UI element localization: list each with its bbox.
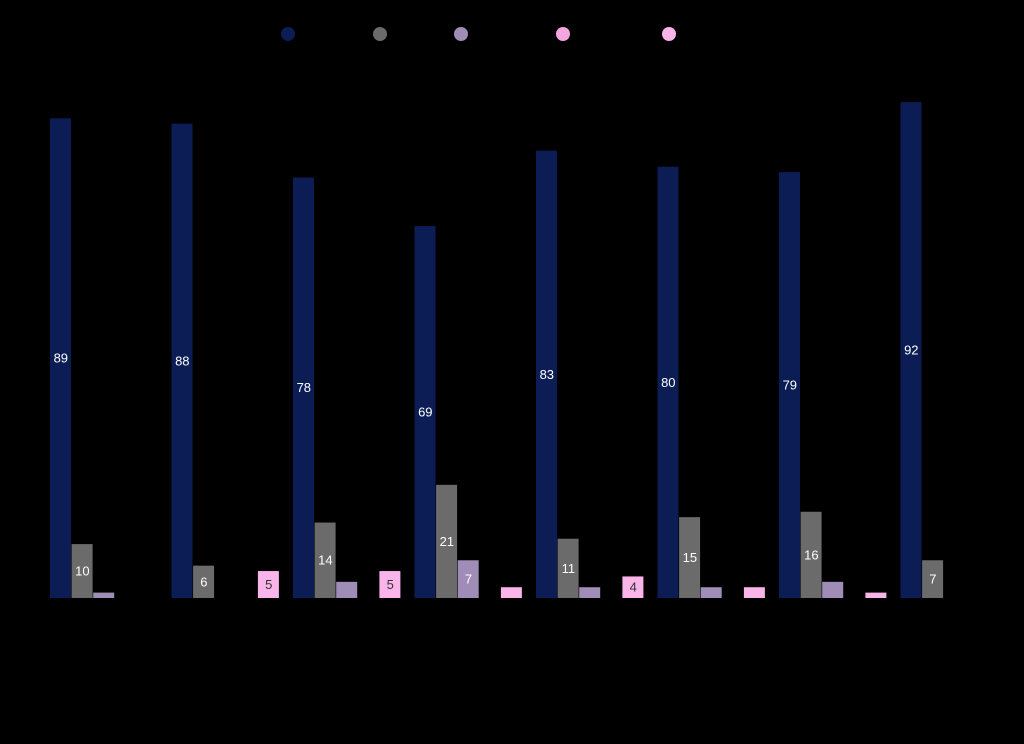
bar xyxy=(536,150,557,598)
bar xyxy=(500,587,522,598)
data-label: 16 xyxy=(804,547,818,562)
bar xyxy=(436,484,458,598)
data-label: 7 xyxy=(465,572,472,587)
bar xyxy=(257,571,279,598)
bar xyxy=(71,544,93,598)
bar xyxy=(414,226,436,598)
legend-marker xyxy=(373,27,387,41)
bar xyxy=(314,522,336,598)
bar xyxy=(622,576,644,598)
data-label: 5 xyxy=(387,577,394,592)
legend-marker xyxy=(556,27,570,41)
bar xyxy=(865,592,887,598)
data-label: 15 xyxy=(683,550,697,565)
bar xyxy=(700,587,722,598)
bar xyxy=(93,592,115,598)
bar xyxy=(822,581,844,598)
data-label: 5 xyxy=(265,577,272,592)
data-label: 69 xyxy=(418,404,432,419)
data-label: 4 xyxy=(630,580,637,595)
data-label: 11 xyxy=(562,561,576,576)
bar xyxy=(379,571,401,598)
data-label: 21 xyxy=(440,534,454,549)
bar xyxy=(922,560,944,598)
bar xyxy=(193,565,215,598)
bar xyxy=(900,102,922,599)
data-label: 89 xyxy=(54,351,68,366)
data-label: 80 xyxy=(661,375,675,390)
bar xyxy=(50,118,71,598)
legend-marker xyxy=(281,27,295,41)
bar xyxy=(336,581,358,598)
data-label: 88 xyxy=(175,353,189,368)
legend-marker xyxy=(662,27,676,41)
data-label: 10 xyxy=(75,563,89,578)
bar xyxy=(457,560,479,598)
data-label: 6 xyxy=(200,574,207,589)
data-label: 14 xyxy=(318,553,332,568)
bar xyxy=(293,177,314,598)
bar xyxy=(579,587,601,598)
data-label: 78 xyxy=(297,380,311,395)
data-label: 79 xyxy=(783,378,797,393)
bar xyxy=(800,511,822,598)
bar xyxy=(779,172,800,598)
data-label: 83 xyxy=(540,367,554,382)
bar xyxy=(657,166,679,599)
bar xyxy=(679,517,701,598)
data-label: 92 xyxy=(904,342,918,357)
bar xyxy=(557,538,579,598)
bar xyxy=(743,587,765,598)
bar xyxy=(171,123,193,599)
legend-marker xyxy=(454,27,468,41)
data-label: 7 xyxy=(929,572,936,587)
